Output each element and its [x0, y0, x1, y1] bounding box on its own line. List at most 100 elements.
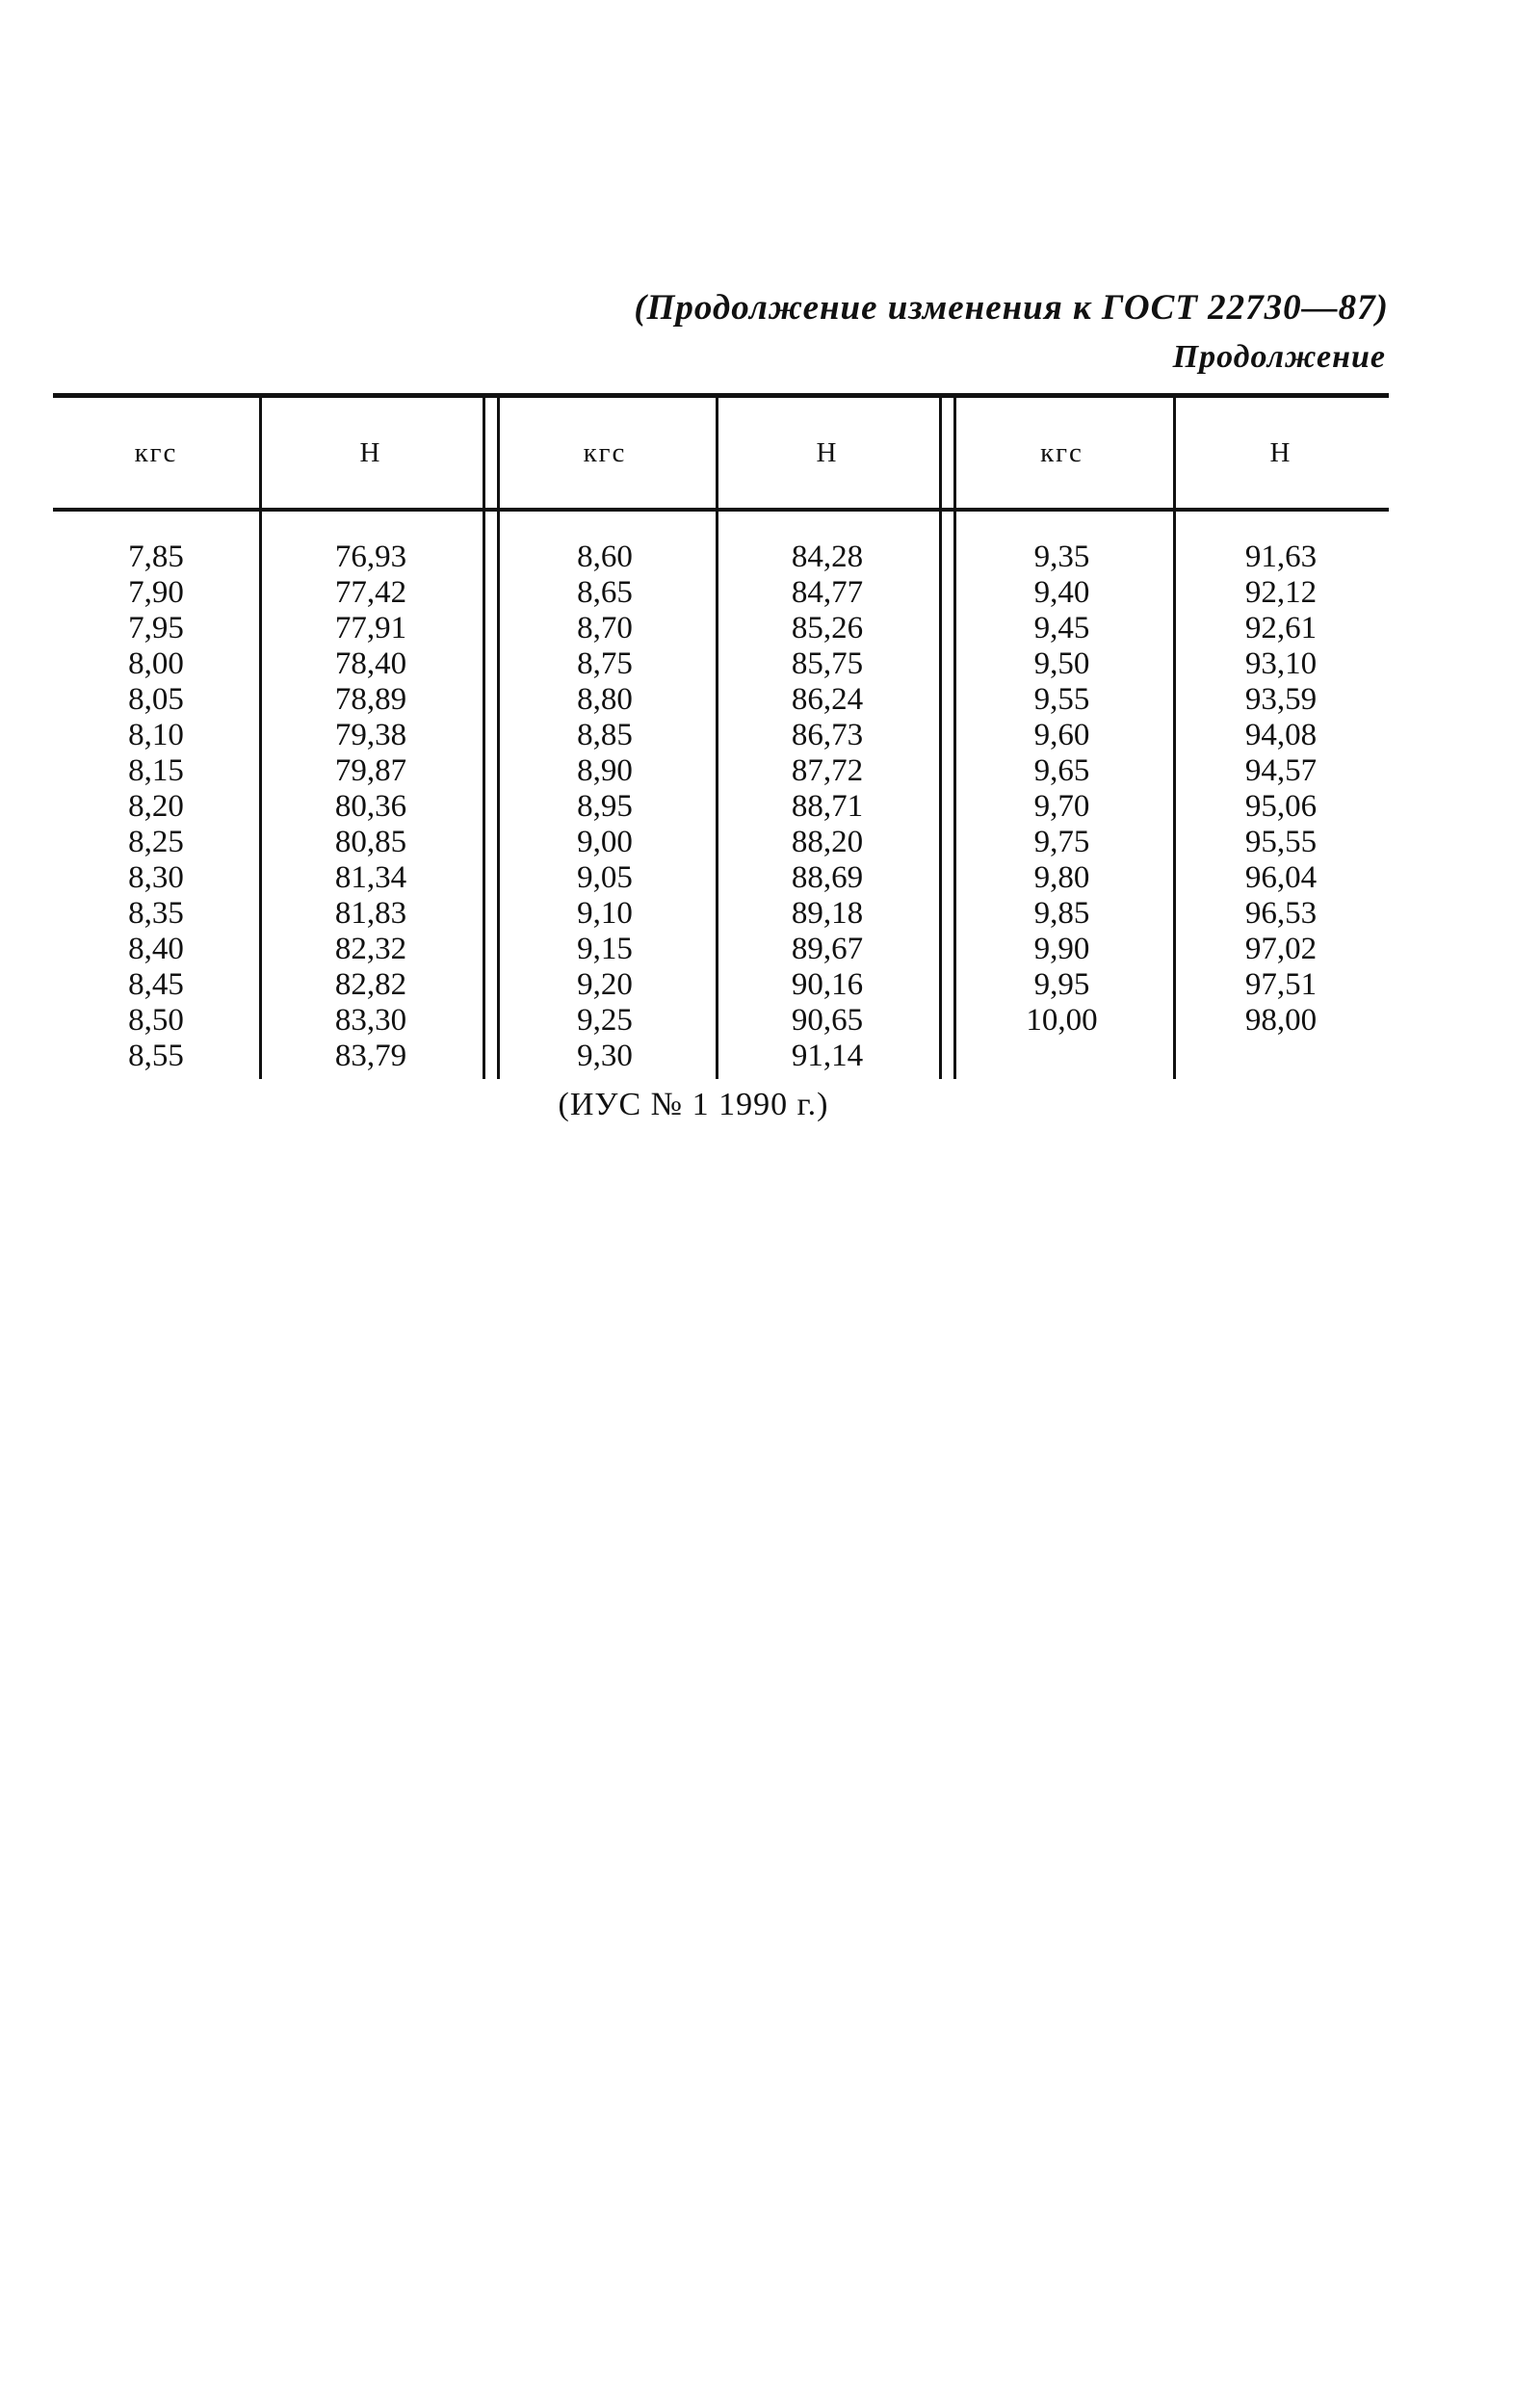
document-title: (Продолжение изменения к ГОСТ 22730—87)	[634, 288, 1389, 328]
table-cell: 89,18	[791, 896, 864, 931]
table-cell: 79,38	[334, 718, 407, 752]
table-divider-single-3	[1173, 398, 1176, 1079]
table-cell: 92,61	[1244, 611, 1318, 645]
table-cell: 95,06	[1244, 789, 1318, 824]
table-cell: 9,70	[1033, 789, 1090, 824]
table-cell: 9,30	[577, 1039, 633, 1073]
column-header-kgs-3: кгс	[1040, 437, 1083, 468]
table-cell: 8,50	[128, 1003, 184, 1038]
table-cell: 81,83	[334, 896, 407, 931]
table-cell: 97,02	[1244, 932, 1318, 966]
table-cell: 8,55	[128, 1039, 184, 1073]
table-cell: 8,25	[128, 825, 184, 859]
table-cell: 8,95	[577, 789, 633, 824]
column-header-n-3: Н	[1269, 437, 1292, 468]
table-cell: 9,40	[1033, 575, 1090, 610]
table-cell: 82,32	[334, 932, 407, 966]
table-cell: 93,10	[1244, 646, 1318, 681]
table-cell: 96,04	[1244, 860, 1318, 895]
table-cell: 9,20	[577, 967, 633, 1002]
table-cell: 8,65	[577, 575, 633, 610]
source-citation: (ИУС № 1 1990 г.)	[558, 1087, 829, 1122]
table-cell: 8,35	[128, 896, 184, 931]
table-cell: 94,57	[1244, 753, 1318, 788]
table-cell: 97,51	[1244, 967, 1318, 1002]
table-cell: 9,60	[1033, 718, 1090, 752]
table-cell: 10,00	[1026, 1003, 1098, 1038]
table-divider-single-1	[259, 398, 262, 1079]
table-cell: 88,20	[791, 825, 864, 859]
table-column-kgs-3: 9,35 9,40 9,45 9,50 9,55 9,60 9,65 9,70 9,75 9,80…	[951, 540, 1173, 1039]
table-cell: 83,79	[334, 1039, 407, 1073]
table-cell: 89,67	[791, 932, 864, 966]
column-header-n-1: Н	[359, 437, 382, 468]
table-cell: 9,10	[577, 896, 633, 931]
table-cell: 95,55	[1244, 825, 1318, 859]
table-column-n-3: 91,63 92,12 92,61 93,10 93,59 94,08 94,57 95,06…	[1173, 540, 1389, 1039]
table-cell: 86,73	[791, 718, 864, 752]
table-cell: 9,65	[1033, 753, 1090, 788]
table-cell: 9,75	[1033, 825, 1090, 859]
table-rule-top	[53, 393, 1389, 398]
table-cell: 8,15	[128, 753, 184, 788]
table-cell: 82,82	[334, 967, 407, 1002]
table-cell: 7,95	[128, 611, 184, 645]
table-cell: 78,40	[334, 646, 407, 681]
table-cell: 96,53	[1244, 896, 1318, 931]
table-cell: 8,85	[577, 718, 633, 752]
table-column-kgs-2: 8,60 8,65 8,70 8,75 8,80 8,85 8,90 8,95 9,00 9,05…	[494, 540, 716, 1074]
table-cell: 7,90	[128, 575, 184, 610]
table-cell: 9,25	[577, 1003, 633, 1038]
table-cell: 8,45	[128, 967, 184, 1002]
table-cell: 77,91	[334, 611, 407, 645]
table-cell: 80,36	[334, 789, 407, 824]
table-cell: 9,95	[1033, 967, 1090, 1002]
table-cell: 9,85	[1033, 896, 1090, 931]
column-header-kgs-2: кгс	[583, 437, 627, 468]
table-cell: 87,72	[791, 753, 864, 788]
table-cell: 91,14	[791, 1039, 864, 1073]
table-cell: 94,08	[1244, 718, 1318, 752]
table-cell: 8,40	[128, 932, 184, 966]
table-cell: 80,85	[334, 825, 407, 859]
conversion-table: кгс Н кгс Н кгс Н 7,85 7,90 7,95 8,00 8,05 8,…	[53, 393, 1389, 1079]
table-cell: 9,50	[1033, 646, 1090, 681]
table-rule-header-bottom	[53, 508, 1389, 512]
table-cell: 8,60	[577, 540, 633, 574]
table-cell: 84,77	[791, 575, 864, 610]
table-cell: 77,42	[334, 575, 407, 610]
table-cell: 86,24	[791, 682, 864, 717]
table-cell: 76,93	[334, 540, 407, 574]
table-column-n-1: 76,93 77,42 77,91 78,40 78,89 79,38 79,87 80,36…	[259, 540, 483, 1074]
table-cell: 8,80	[577, 682, 633, 717]
table-cell: 9,35	[1033, 540, 1090, 574]
table-cell: 81,34	[334, 860, 407, 895]
table-cell: 8,10	[128, 718, 184, 752]
table-cell: 8,05	[128, 682, 184, 717]
table-cell: 9,15	[577, 932, 633, 966]
table-cell: 8,30	[128, 860, 184, 895]
table-cell: 9,00	[577, 825, 633, 859]
table-cell: 88,71	[791, 789, 864, 824]
table-cell: 88,69	[791, 860, 864, 895]
column-header-kgs-1: кгс	[134, 437, 178, 468]
table-cell: 90,16	[791, 967, 864, 1002]
table-cell: 9,45	[1033, 611, 1090, 645]
table-cell: 9,55	[1033, 682, 1090, 717]
table-cell: 92,12	[1244, 575, 1318, 610]
table-column-kgs-1: 7,85 7,90 7,95 8,00 8,05 8,10 8,15 8,20 8,25 8,30…	[53, 540, 259, 1074]
table-cell: 84,28	[791, 540, 864, 574]
table-cell: 9,90	[1033, 932, 1090, 966]
table-divider-double-1	[483, 398, 500, 1079]
table-cell: 78,89	[334, 682, 407, 717]
table-cell: 93,59	[1244, 682, 1318, 717]
table-divider-double-2	[939, 398, 956, 1079]
table-cell: 8,00	[128, 646, 184, 681]
table-column-n-2: 84,28 84,77 85,26 85,75 86,24 86,73 87,72 88,71…	[716, 540, 939, 1074]
table-cell: 9,80	[1033, 860, 1090, 895]
table-cell: 79,87	[334, 753, 407, 788]
table-cell: 83,30	[334, 1003, 407, 1038]
table-cell: 85,75	[791, 646, 864, 681]
table-cell: 98,00	[1244, 1003, 1318, 1038]
